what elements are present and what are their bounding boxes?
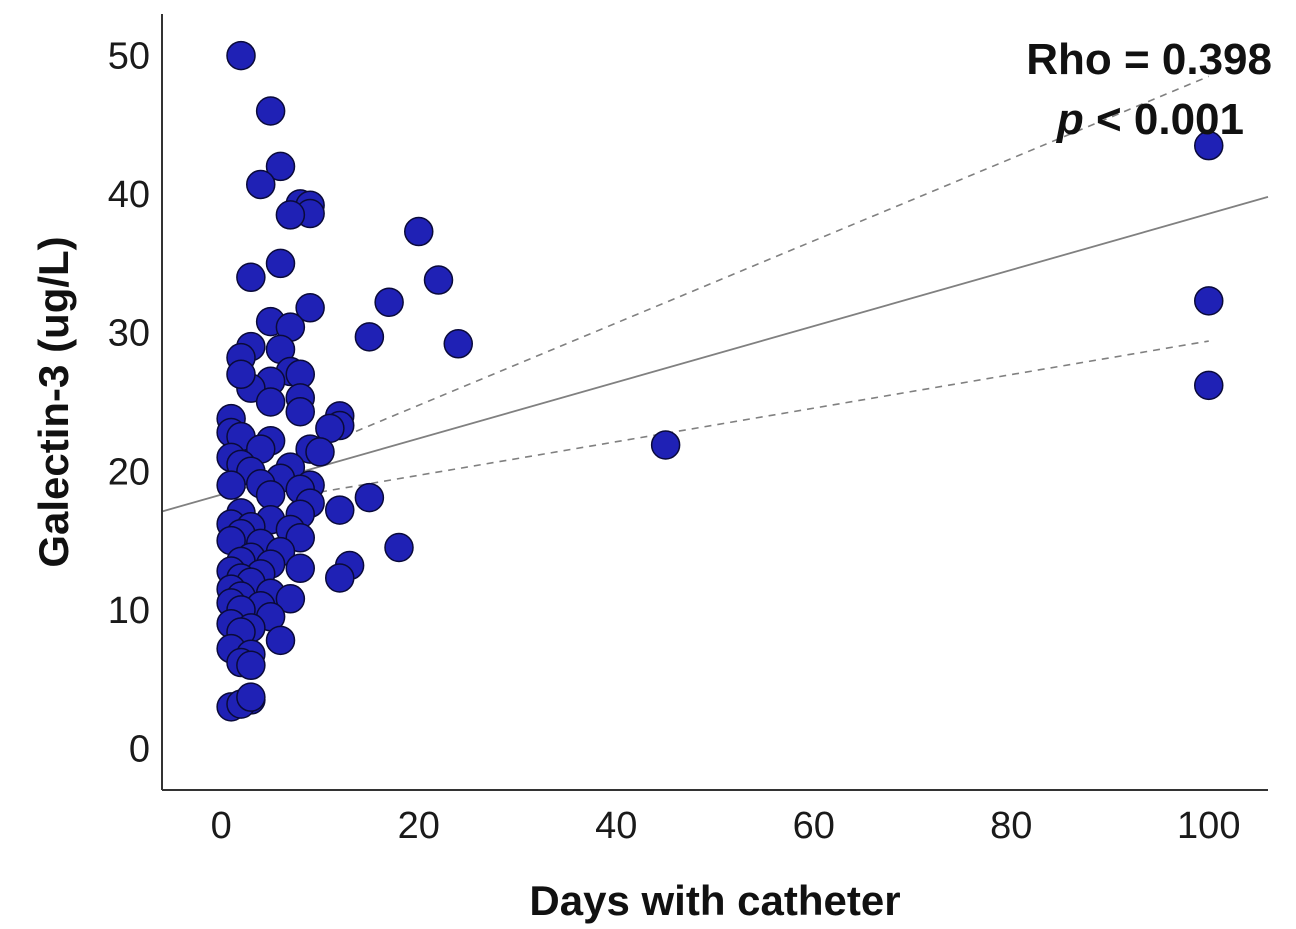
data-point [236, 650, 266, 681]
regression-line [161, 196, 1269, 513]
y-tick-labels: 0 10 20 30 40 50 [108, 36, 150, 771]
y-tick-label: 10 [108, 590, 150, 632]
data-point [650, 430, 681, 460]
x-axis-title: Days with catheter [529, 877, 900, 924]
p-value: < 0.001 [1084, 95, 1244, 144]
rho-text: Rho = 0.398 [1026, 35, 1272, 84]
x-tick-label: 0 [211, 805, 232, 847]
data-point [384, 532, 414, 563]
data-point [295, 293, 325, 323]
data-point [265, 151, 296, 182]
plot-area [161, 40, 1269, 722]
data-point [275, 584, 306, 614]
data-point [325, 563, 355, 593]
y-tick-label: 30 [108, 313, 150, 355]
y-axis-title: Galectin-3 (ug/L) [30, 236, 77, 567]
confidence-band-upper [319, 75, 1210, 448]
data-point [354, 322, 385, 352]
data-point [216, 470, 246, 500]
confidence-band-lower [319, 340, 1209, 493]
data-point [1194, 370, 1224, 401]
p-symbol: p [1056, 95, 1084, 144]
x-tick-label: 20 [398, 805, 440, 847]
data-points [216, 40, 1224, 722]
data-point [255, 96, 286, 126]
data-point [285, 396, 315, 427]
data-point [325, 495, 355, 525]
data-point [404, 216, 434, 247]
y-tick-label: 40 [108, 174, 150, 216]
correlation-annotation: Rho = 0.398 p < 0.001 [1026, 35, 1272, 144]
y-tick-label: 0 [129, 728, 150, 770]
data-point [265, 248, 296, 279]
data-point [255, 480, 286, 510]
x-tick-labels: 0 20 40 60 80 100 [211, 805, 1241, 847]
data-point [246, 169, 276, 200]
data-point [236, 682, 266, 712]
data-point [443, 329, 473, 359]
data-point [305, 437, 335, 467]
data-point [1194, 286, 1224, 316]
fit-line-layer [161, 196, 1269, 513]
y-tick-label: 50 [108, 36, 150, 78]
data-point [423, 265, 454, 295]
data-point [226, 359, 256, 390]
data-point [1194, 130, 1224, 161]
data-point [265, 625, 296, 656]
y-tick-label: 20 [108, 451, 150, 493]
x-tick-label: 40 [595, 805, 637, 847]
p-value-text: p < 0.001 [1056, 95, 1244, 144]
data-point [275, 200, 306, 230]
data-point [374, 287, 404, 317]
data-point [354, 482, 385, 513]
data-point [285, 553, 315, 584]
x-tick-label: 60 [793, 805, 835, 847]
ci-lower-line [319, 340, 1209, 493]
ci-upper-line [319, 75, 1210, 448]
data-point [255, 387, 286, 417]
data-point [236, 262, 266, 293]
x-tick-label: 80 [990, 805, 1032, 847]
data-point [226, 40, 256, 71]
x-tick-label: 100 [1177, 805, 1240, 847]
